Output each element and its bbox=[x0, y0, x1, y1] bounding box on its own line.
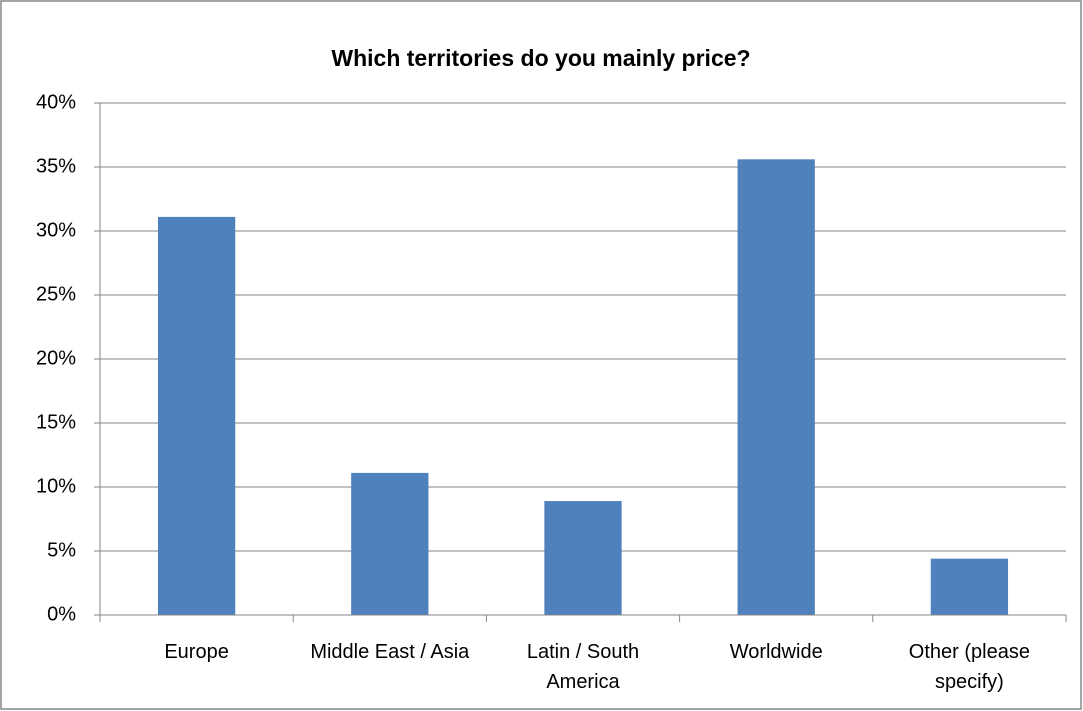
bar bbox=[351, 472, 429, 615]
x-tick-label: Other (please specify) bbox=[908, 641, 1030, 693]
y-tick-label: 0% bbox=[47, 603, 76, 625]
chart-title: Which territories do you mainly price? bbox=[331, 45, 750, 71]
x-tick-label: Middle East / Asia bbox=[310, 641, 470, 663]
bar bbox=[737, 159, 815, 615]
y-tick-label: 35% bbox=[36, 155, 76, 177]
y-tick-label: 20% bbox=[36, 347, 76, 369]
y-tick-label: 40% bbox=[36, 91, 76, 113]
bar bbox=[544, 501, 622, 615]
x-tick-label: Europe bbox=[164, 641, 229, 663]
y-tick-label: 30% bbox=[36, 219, 76, 241]
y-tick-label: 5% bbox=[47, 539, 76, 561]
y-tick-label: 25% bbox=[36, 283, 76, 305]
y-tick-label: 15% bbox=[36, 411, 76, 433]
bar bbox=[157, 216, 236, 616]
x-tick-label: Latin / South America bbox=[526, 641, 640, 693]
y-tick-label: 10% bbox=[36, 475, 76, 497]
bar bbox=[930, 558, 1009, 615]
x-tick-label: Worldwide bbox=[729, 641, 823, 663]
